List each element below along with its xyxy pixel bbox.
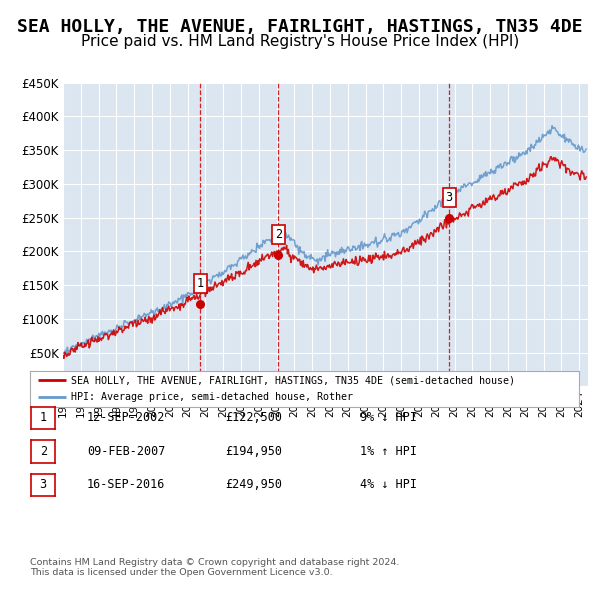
Text: 4% ↓ HPI: 4% ↓ HPI xyxy=(360,478,417,491)
Text: 3: 3 xyxy=(40,478,47,491)
Text: 09-FEB-2007: 09-FEB-2007 xyxy=(87,445,166,458)
Text: 12-SEP-2002: 12-SEP-2002 xyxy=(87,411,166,424)
Text: £194,950: £194,950 xyxy=(225,445,282,458)
Text: 9% ↓ HPI: 9% ↓ HPI xyxy=(360,411,417,424)
Text: £249,950: £249,950 xyxy=(225,478,282,491)
Text: HPI: Average price, semi-detached house, Rother: HPI: Average price, semi-detached house,… xyxy=(71,392,353,402)
Text: 2: 2 xyxy=(40,445,47,458)
Text: 1% ↑ HPI: 1% ↑ HPI xyxy=(360,445,417,458)
Text: 1: 1 xyxy=(40,411,47,424)
Text: 3: 3 xyxy=(446,191,453,204)
Text: £122,500: £122,500 xyxy=(225,411,282,424)
Text: 2: 2 xyxy=(275,228,282,241)
Text: Contains HM Land Registry data © Crown copyright and database right 2024.
This d: Contains HM Land Registry data © Crown c… xyxy=(30,558,400,577)
Text: SEA HOLLY, THE AVENUE, FAIRLIGHT, HASTINGS, TN35 4DE (semi-detached house): SEA HOLLY, THE AVENUE, FAIRLIGHT, HASTIN… xyxy=(71,375,515,385)
Text: 16-SEP-2016: 16-SEP-2016 xyxy=(87,478,166,491)
Text: 1: 1 xyxy=(196,277,203,290)
Text: Price paid vs. HM Land Registry's House Price Index (HPI): Price paid vs. HM Land Registry's House … xyxy=(81,34,519,49)
Text: SEA HOLLY, THE AVENUE, FAIRLIGHT, HASTINGS, TN35 4DE: SEA HOLLY, THE AVENUE, FAIRLIGHT, HASTIN… xyxy=(17,18,583,36)
